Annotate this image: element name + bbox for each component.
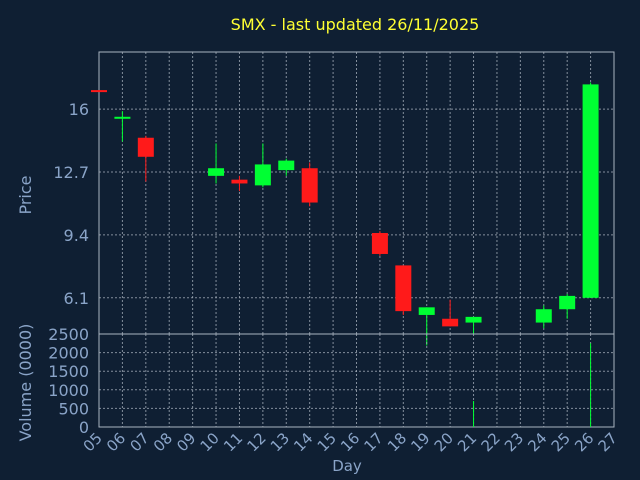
x-tick-label: 23 [501,429,527,455]
candle-body [371,233,388,254]
x-tick-label: 16 [337,429,363,455]
candle-body [137,137,154,157]
candle-body [465,316,482,323]
x-tick-label: 17 [361,429,387,455]
candle-body [278,160,295,171]
x-tick-label: 19 [407,429,433,455]
price-tick-label: 12.7 [53,163,89,182]
x-tick-label: 25 [548,429,574,455]
candle-body [418,307,435,315]
x-tick-label: 08 [150,429,176,455]
x-tick-label: 12 [243,429,269,455]
volume-tick-label: 2000 [48,344,89,363]
x-axis-label: Day [332,457,362,475]
candle-body [301,168,318,203]
price-panel: 6.1 9.4 12.7 16 [53,51,615,346]
price-tick-label: 6.1 [64,289,89,308]
x-tick-label: 14 [290,429,316,455]
candle-body [442,318,459,327]
volume-tick-label: 1000 [48,381,89,400]
candle-body [254,164,271,186]
x-tick-label: 18 [384,429,410,455]
x-tick-label: 26 [571,429,597,455]
price-tick-label: 9.4 [64,226,89,245]
volume-axis-label: Volume (0000) [16,324,35,442]
candle-body [231,179,248,184]
candle-body [582,84,599,298]
volume-tick-label: 2500 [48,325,89,344]
x-tick-label: 15 [314,429,340,455]
chart-title: SMX - last updated 26/11/2025 [231,15,480,34]
x-tick-label: 07 [126,429,152,455]
x-tick-label: 10 [197,429,223,455]
volume-plot-frame [98,333,615,428]
volume-panel: 0500100015002000250005060708091011121314… [48,325,621,455]
x-tick-label: 22 [478,429,504,455]
x-tick-label: 24 [524,429,550,455]
volume-tick-label: 500 [58,399,89,418]
price-tick-label: 16 [69,100,89,119]
candle-body [395,265,412,312]
x-tick-label: 06 [103,429,129,455]
candle-body [114,116,131,119]
candle-body [208,168,225,176]
volume-tick-label: 0 [79,418,89,437]
x-tick-label: 27 [595,429,621,455]
x-tick-label: 20 [431,429,457,455]
x-tick-label: 13 [267,429,293,455]
x-tick-label: 09 [173,429,199,455]
price-axis-label: Price [16,175,35,214]
candle-body [559,295,576,310]
x-tick-label: 21 [454,429,480,455]
volume-tick-label: 1500 [48,362,89,381]
candle-body [91,90,107,93]
x-tick-label: 11 [220,429,246,455]
candle-body [535,309,552,323]
